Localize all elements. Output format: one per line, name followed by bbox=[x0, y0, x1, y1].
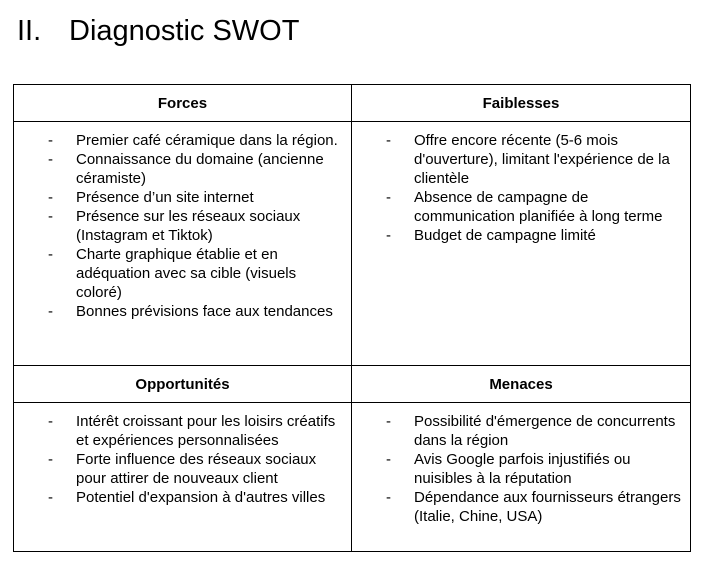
list-item: Connaissance du domaine (ancienne cérami… bbox=[14, 150, 343, 188]
list-item: Absence de campagne de communication pla… bbox=[352, 188, 682, 226]
list-item: Forte influence des réseaux sociaux pour… bbox=[14, 450, 343, 488]
forces-header: Forces bbox=[13, 84, 352, 122]
forces-cell: Premier café céramique dans la région. C… bbox=[13, 121, 352, 366]
section-number: II. bbox=[17, 15, 42, 47]
menaces-cell: Possibilité d'émergence de concurrents d… bbox=[351, 402, 691, 552]
swot-content-row: Premier café céramique dans la région. C… bbox=[13, 121, 691, 366]
faiblesses-cell: Offre encore récente (5-6 mois d'ouvertu… bbox=[351, 121, 691, 366]
list-item: Dépendance aux fournisseurs étrangers (I… bbox=[352, 488, 682, 526]
list-item: Potentiel d'expansion à d'autres villes bbox=[14, 488, 343, 507]
swot-content-row: Intérêt croissant pour les loisirs créat… bbox=[13, 402, 691, 552]
opportunites-header: Opportunités bbox=[13, 365, 352, 403]
list-item: Budget de campagne limité bbox=[352, 226, 682, 245]
section-title: Diagnostic SWOT bbox=[69, 15, 300, 47]
menaces-list: Possibilité d'émergence de concurrents d… bbox=[352, 403, 690, 526]
swot-header-row: Opportunités Menaces bbox=[13, 365, 691, 403]
section-heading: II. Diagnostic SWOT bbox=[17, 13, 299, 49]
list-item: Charte graphique établie et en adéquatio… bbox=[14, 245, 343, 302]
list-item: Présence sur les réseaux sociaux (Instag… bbox=[14, 207, 343, 245]
faiblesses-list: Offre encore récente (5-6 mois d'ouvertu… bbox=[352, 122, 690, 245]
faiblesses-header: Faiblesses bbox=[351, 84, 691, 122]
list-item: Offre encore récente (5-6 mois d'ouvertu… bbox=[352, 131, 682, 188]
list-item: Avis Google parfois injustifiés ou nuisi… bbox=[352, 450, 682, 488]
opportunites-cell: Intérêt croissant pour les loisirs créat… bbox=[13, 402, 352, 552]
opportunites-list: Intérêt croissant pour les loisirs créat… bbox=[14, 403, 351, 507]
swot-table: Forces Faiblesses Premier café céramique… bbox=[13, 84, 691, 552]
list-item: Présence d’un site internet bbox=[14, 188, 343, 207]
menaces-header: Menaces bbox=[351, 365, 691, 403]
list-item: Intérêt croissant pour les loisirs créat… bbox=[14, 412, 343, 450]
swot-header-row: Forces Faiblesses bbox=[13, 84, 691, 122]
forces-list: Premier café céramique dans la région. C… bbox=[14, 122, 351, 321]
list-item: Premier café céramique dans la région. bbox=[14, 131, 343, 150]
list-item: Bonnes prévisions face aux tendances bbox=[14, 302, 343, 321]
list-item: Possibilité d'émergence de concurrents d… bbox=[352, 412, 682, 450]
